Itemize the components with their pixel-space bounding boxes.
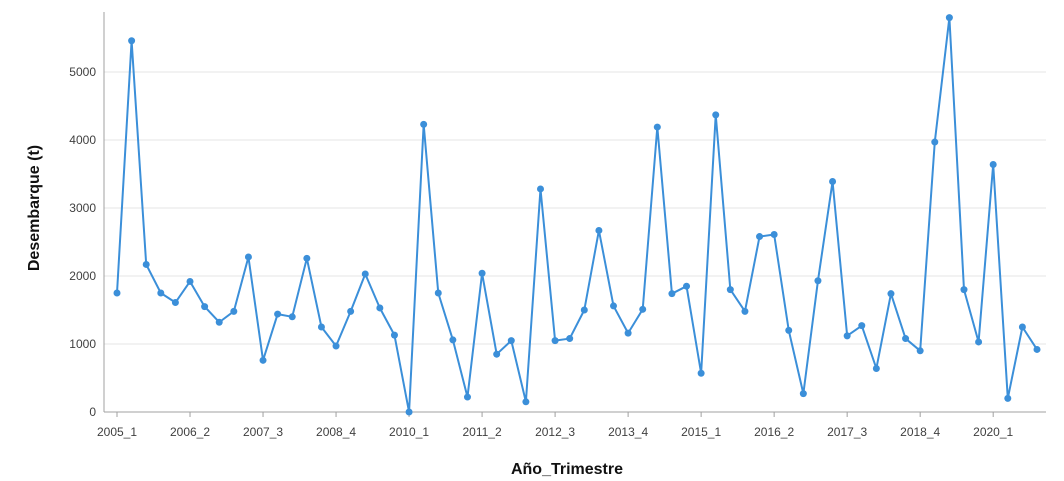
data-point [902,335,910,343]
x-tick-label: 2013_4 [608,425,648,439]
data-point [741,307,749,315]
x-tick-label: 2016_2 [754,425,794,439]
series-line [116,16,1038,413]
data-point [785,326,793,334]
data-point [624,329,632,337]
data-point [522,398,530,406]
data-point [288,313,296,321]
data-point [478,269,486,277]
data-points [113,14,1041,416]
data-point [463,393,471,401]
x-tick-label: 2005_1 [97,425,137,439]
data-point [244,253,252,261]
data-point [989,160,997,168]
x-tick-label: 2006_2 [170,425,210,439]
x-tick-label: 2012_3 [535,425,575,439]
x-tick-label: 2020_1 [973,425,1013,439]
x-tick-label: 2008_4 [316,425,356,439]
y-axis-title: Desembarque (t) [26,145,43,271]
data-point [712,111,720,119]
data-point [303,254,311,262]
data-point [128,37,136,45]
data-point [683,282,691,290]
x-tick-label: 2015_1 [681,425,721,439]
data-point [405,408,413,416]
data-point [770,231,778,239]
data-point [171,299,179,307]
x-tick-label: 2017_3 [827,425,867,439]
data-point [186,277,194,285]
data-point [975,338,983,346]
data-point [610,302,618,310]
x-tick-label: 2018_4 [900,425,940,439]
data-point [1004,394,1012,402]
data-point [580,306,588,314]
data-point [726,286,734,294]
data-point [493,350,501,358]
data-point [843,332,851,340]
data-point [668,290,676,298]
y-tick-label: 1000 [69,337,96,351]
series-line-layer [116,16,1038,413]
data-point [274,310,282,318]
y-tick-label: 4000 [69,133,96,147]
data-point [230,307,238,315]
data-point [653,123,661,131]
data-point [259,356,267,364]
data-point [142,260,150,268]
data-point [113,289,121,297]
data-point [157,289,165,297]
y-tick-label: 2000 [69,269,96,283]
data-point [756,233,764,241]
data-point [916,347,924,355]
data-point [317,323,325,331]
y-tick-label: 5000 [69,65,96,79]
data-point [566,335,574,343]
data-point [639,305,647,313]
data-point [420,120,428,128]
data-point [887,290,895,298]
grid-lines [104,71,1046,345]
data-point [829,177,837,185]
tick-labels: 0 1000 2000 3000 4000 5000 2005_1 2006_2 2007_3 2… [69,65,1013,439]
data-point [536,185,544,193]
data-point [361,270,369,278]
data-point [449,336,457,344]
data-point [390,331,398,339]
data-point [945,14,953,22]
y-tick-label: 0 [89,405,96,419]
data-point [434,289,442,297]
data-point [858,322,866,330]
x-axis-title: Año_Trimestre [511,461,623,478]
data-point [872,364,880,372]
data-point [201,303,209,311]
axes [103,12,1046,417]
data-point [215,318,223,326]
data-point [507,337,515,345]
data-point [1033,345,1041,353]
x-tick-label: 2011_2 [463,425,502,439]
x-tick-label: 2010_1 [389,425,429,439]
data-point [799,390,807,398]
data-point [1018,323,1026,331]
data-point [814,277,822,285]
data-point [931,138,939,146]
data-point [332,342,340,350]
data-point [960,286,968,294]
data-point [595,226,603,234]
y-tick-label: 3000 [69,201,96,215]
data-point [551,337,559,345]
x-tick-label: 2007_3 [243,425,283,439]
data-point [697,369,705,377]
data-point [347,307,355,315]
data-point [376,304,384,312]
